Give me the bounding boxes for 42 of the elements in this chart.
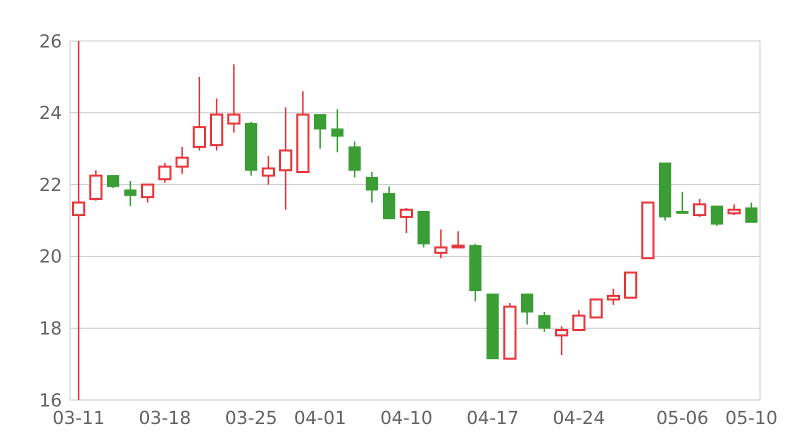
candlestick (606, 288, 620, 306)
candlestick (227, 64, 240, 134)
candlestick (158, 162, 172, 184)
candlestick (434, 228, 448, 259)
candlestick (89, 169, 102, 202)
x-tick-label: 04-01 (294, 408, 346, 429)
candlestick (348, 140, 361, 178)
candlestick (710, 205, 723, 227)
candlestick (331, 108, 344, 154)
y-tick-label: 22 (39, 174, 62, 196)
x-tick-label: 04-24 (552, 408, 606, 429)
candlestick (538, 311, 550, 333)
candlestick (521, 293, 534, 326)
candlestick (693, 198, 706, 218)
candlestick (314, 114, 326, 150)
candlestick (728, 204, 741, 216)
candlestick (124, 180, 136, 207)
x-tick-label: 05-10 (725, 408, 778, 429)
y-tick-label: 20 (39, 246, 62, 268)
candlestick (745, 202, 758, 224)
candlestick (572, 310, 586, 331)
y-tick-label: 18 (39, 318, 62, 340)
candlestick (279, 106, 292, 210)
candlestick (192, 76, 206, 152)
candlestick (72, 40, 86, 401)
x-tick-label: 03-25 (224, 408, 278, 429)
y-tick-label: 24 (39, 103, 62, 124)
candlestick (452, 230, 465, 248)
y-tick-label: 26 (39, 31, 62, 52)
x-tick-label: 03-18 (138, 408, 192, 429)
x-tick-label: 04-17 (466, 408, 519, 429)
candlestick (590, 298, 603, 318)
candlestick (176, 146, 189, 175)
candlestick (555, 326, 568, 356)
candlestick (107, 174, 120, 189)
x-tick-label: 05-06 (656, 408, 709, 429)
candlestick (262, 155, 275, 186)
candlestick (366, 171, 378, 204)
candlestick (141, 184, 154, 204)
candlestick (676, 191, 688, 214)
candlestick (400, 207, 413, 234)
x-tick-label: 04-10 (380, 408, 433, 429)
